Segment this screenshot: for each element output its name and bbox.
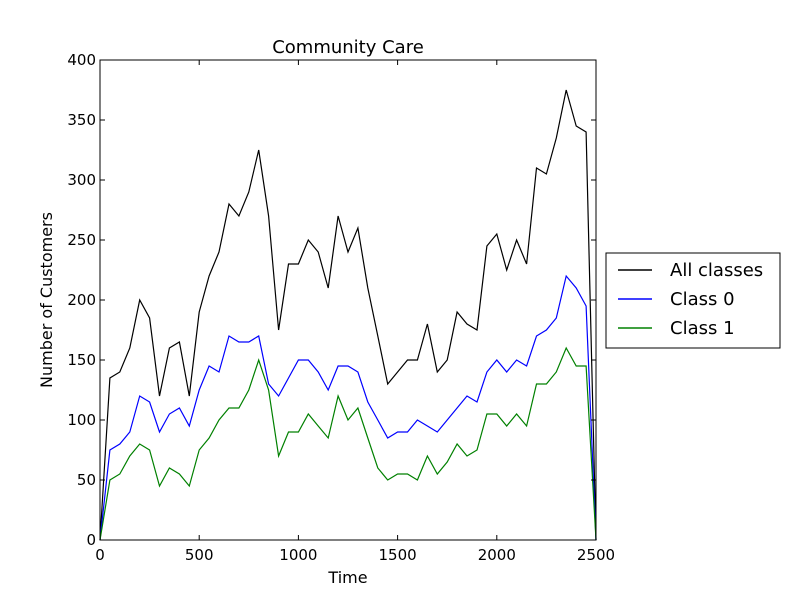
legend-box [605,252,781,349]
x-tick-label: 2500 [577,546,615,564]
x-tick-label: 2000 [478,546,516,564]
y-tick-label: 250 [67,231,96,249]
y-tick-label: 200 [67,291,96,309]
series-line-1 [99,274,597,541]
series-line-0 [99,89,597,541]
x-tick-label: 0 [95,546,105,564]
plot-frame [99,59,597,541]
series-line-2 [99,346,597,541]
axis-ticks: 0 500 1000 1500 2000 2500 0 50 100 150 200 250 300 35… [67,51,615,564]
y-tick-label: 400 [67,51,96,69]
y-tick-label: 350 [67,111,96,129]
y-tick-label: 300 [67,171,96,189]
x-tick-label: 1000 [279,546,317,564]
x-tick-label: 1500 [379,546,417,564]
x-tick-label: 500 [185,546,214,564]
chart-title: Community Care [272,37,424,58]
x-axis-label: Time [327,568,367,587]
legend: All classes Class 0 Class 1 [605,252,781,349]
y-tick-label: 50 [77,471,96,489]
plot-area [99,89,597,541]
y-axis-label: Number of Customers [37,212,56,388]
y-tick-label: 100 [67,411,96,429]
legend-label-1: Class 0 [670,289,735,310]
y-tick-label: 150 [67,351,96,369]
legend-label-2: Class 1 [670,318,735,339]
legend-label-0: All classes [670,260,763,281]
y-tick-label: 0 [86,531,96,549]
